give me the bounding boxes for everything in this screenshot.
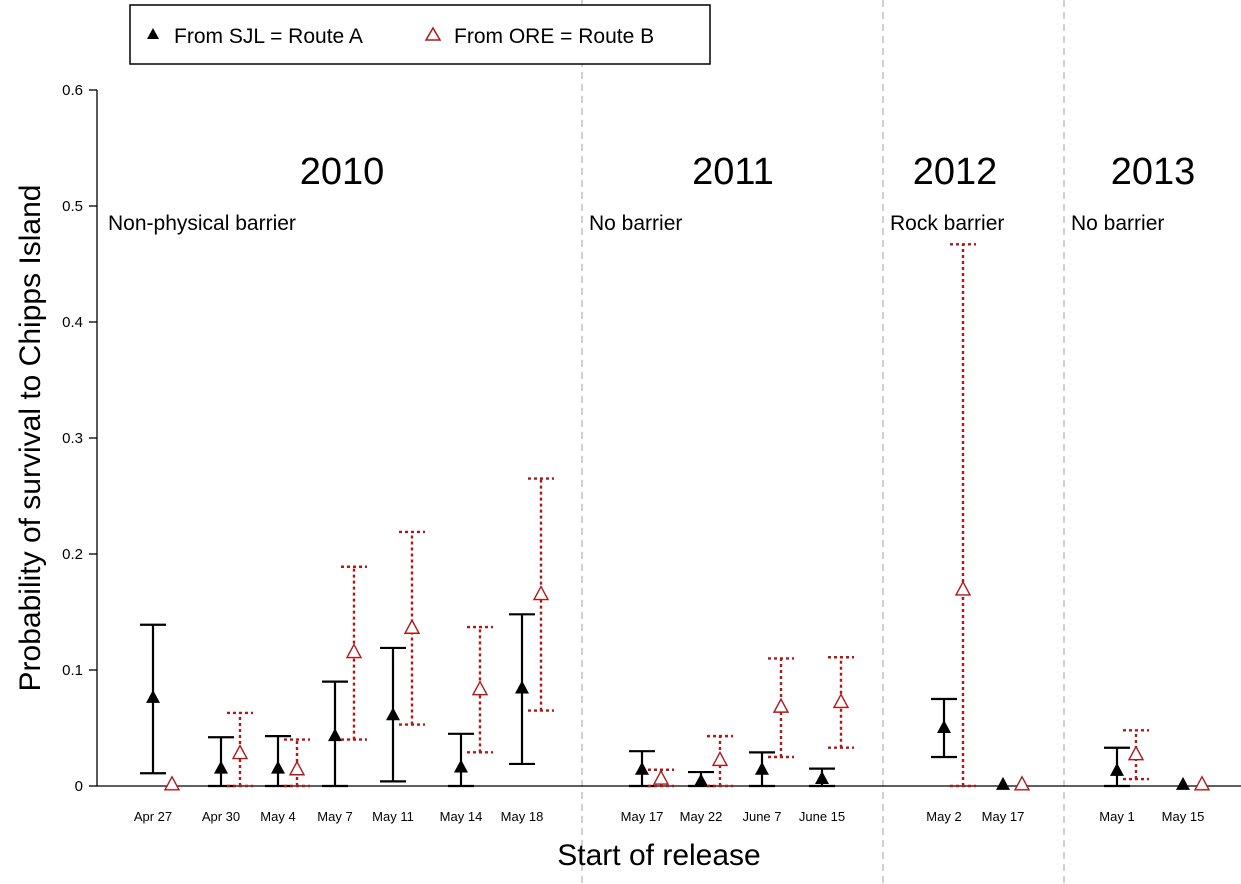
point-route-b xyxy=(711,751,729,767)
point-route-a xyxy=(694,773,708,787)
point-route-a xyxy=(635,761,649,775)
x-axis: Apr 27 Apr 30 May 4 May 7 May 11 May 14 May 18… xyxy=(97,785,1241,824)
legend-marker-route-a xyxy=(147,28,159,39)
legend-label-route-a: From SJL = Route A xyxy=(174,25,363,48)
legend-marker-route-b xyxy=(424,26,442,41)
data-series xyxy=(140,243,1211,791)
y-tick-label: 0.3 xyxy=(62,430,83,447)
point-route-a xyxy=(515,680,529,694)
x-tick-label: May 11 xyxy=(372,809,414,824)
point-route-b xyxy=(345,643,363,659)
panel-separators xyxy=(581,0,1065,884)
point-route-a xyxy=(386,707,400,721)
point-route-a xyxy=(937,720,951,733)
x-tick-label: May 15 xyxy=(1162,809,1205,824)
y-tick-label: 0.4 xyxy=(62,314,83,331)
panel-year-label: 2012 xyxy=(913,151,998,193)
x-tick-label: May 1 xyxy=(1099,809,1134,824)
point-route-a xyxy=(214,760,228,774)
panel-note-label: No barrier xyxy=(589,212,682,235)
point-route-a xyxy=(1110,762,1124,776)
point-route-a xyxy=(146,689,160,703)
x-tick-label: May 22 xyxy=(680,809,723,824)
y-tick-label: 0 xyxy=(75,778,83,795)
panel-year-label: 2010 xyxy=(300,151,385,193)
x-tick-label: May 4 xyxy=(260,809,295,824)
point-route-a xyxy=(996,776,1010,790)
x-tick-label: Apr 30 xyxy=(202,809,240,824)
point-route-b xyxy=(772,697,790,713)
panel-note-label: No barrier xyxy=(1071,212,1164,235)
point-route-a xyxy=(454,759,468,773)
x-tick-label: May 18 xyxy=(501,809,544,824)
point-route-b xyxy=(288,760,306,776)
x-axis-title: Start of release xyxy=(557,839,760,872)
x-tick-label: Apr 27 xyxy=(134,809,172,824)
y-axis: 0 0.1 0.2 0.3 0.4 0.5 0.6 xyxy=(62,82,98,795)
x-tick-label: May 14 xyxy=(440,809,483,824)
point-route-b xyxy=(403,618,421,634)
point-route-b xyxy=(954,580,972,596)
point-route-b xyxy=(1127,745,1145,761)
x-tick-label: June 15 xyxy=(799,809,845,824)
y-tick-label: 0.5 xyxy=(62,198,83,215)
x-tick-label: May 2 xyxy=(926,809,961,824)
point-route-b xyxy=(1193,775,1211,791)
panel-note-label: Non-physical barrier xyxy=(108,212,296,235)
point-route-b xyxy=(532,585,550,601)
legend: From SJL = Route A From ORE = Route B xyxy=(129,4,711,65)
y-tick-label: 0.2 xyxy=(62,546,83,563)
x-tick-label: June 7 xyxy=(742,809,781,824)
point-route-b xyxy=(163,775,181,791)
panel-year-label: 2013 xyxy=(1111,151,1196,193)
panel-year-label: 2011 xyxy=(692,151,774,193)
point-route-b xyxy=(832,693,850,709)
point-route-a xyxy=(328,728,342,742)
point-route-a xyxy=(815,771,829,785)
x-tick-label: May 17 xyxy=(621,809,664,824)
legend-box xyxy=(129,4,711,65)
point-route-a xyxy=(755,761,769,775)
point-route-a xyxy=(271,760,285,774)
point-route-a xyxy=(1176,776,1190,790)
panel-note-label: Rock barrier xyxy=(890,212,1004,235)
y-tick-label: 0.1 xyxy=(62,662,83,679)
x-tick-label: May 17 xyxy=(982,809,1025,824)
point-route-b xyxy=(652,769,670,785)
y-tick-label: 0.6 xyxy=(62,82,83,99)
x-tick-label: May 7 xyxy=(317,809,352,824)
legend-label-route-b: From ORE = Route B xyxy=(454,25,654,48)
point-route-b xyxy=(231,744,249,760)
point-route-b xyxy=(471,680,489,696)
y-axis-title: Probability of survival to Chipps Island xyxy=(14,185,47,692)
point-route-b xyxy=(1013,775,1031,791)
